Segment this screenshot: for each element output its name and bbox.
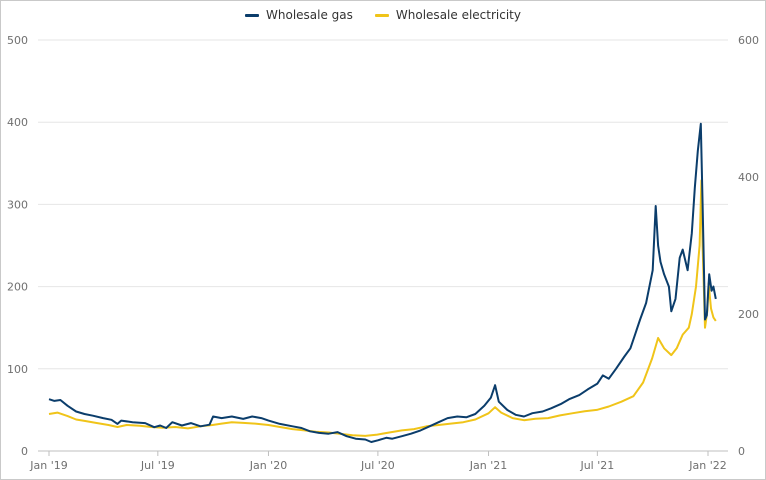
- legend-swatch-electricity: [374, 13, 389, 17]
- y-left-tick-label: 0: [21, 445, 28, 458]
- x-tick-label: Jan '20: [249, 459, 287, 472]
- chart-legend: Wholesale gas Wholesale electricity: [0, 8, 766, 22]
- y-left-tick-label: 400: [7, 116, 28, 129]
- x-tick-label: Jan '19: [29, 459, 67, 472]
- legend-swatch-gas: [245, 13, 260, 17]
- legend-item-electricity[interactable]: Wholesale electricity: [374, 8, 521, 22]
- y-right-tick-label: 200: [738, 308, 759, 321]
- x-tick-label: Jul '19: [140, 459, 175, 472]
- legend-item-gas[interactable]: Wholesale gas: [245, 8, 353, 22]
- legend-label-electricity: Wholesale electricity: [395, 8, 521, 22]
- y-right-tick-label: 400: [738, 171, 759, 184]
- x-tick-label: Jul '20: [360, 459, 395, 472]
- y-left-tick-label: 100: [7, 363, 28, 376]
- legend-label-gas: Wholesale gas: [266, 8, 353, 22]
- series-line-electricity: [48, 179, 717, 437]
- series-line-gas: [48, 122, 717, 443]
- x-tick-label: Jan '22: [688, 459, 726, 472]
- y-left-tick-label: 300: [7, 198, 28, 211]
- x-tick-label: Jan '21: [469, 459, 507, 472]
- x-tick-label: Jul '21: [579, 459, 614, 472]
- y-right-tick-label: 0: [738, 445, 745, 458]
- y-left-tick-label: 200: [7, 281, 28, 294]
- y-right-tick-label: 600: [738, 34, 759, 47]
- y-left-tick-label: 500: [7, 34, 28, 47]
